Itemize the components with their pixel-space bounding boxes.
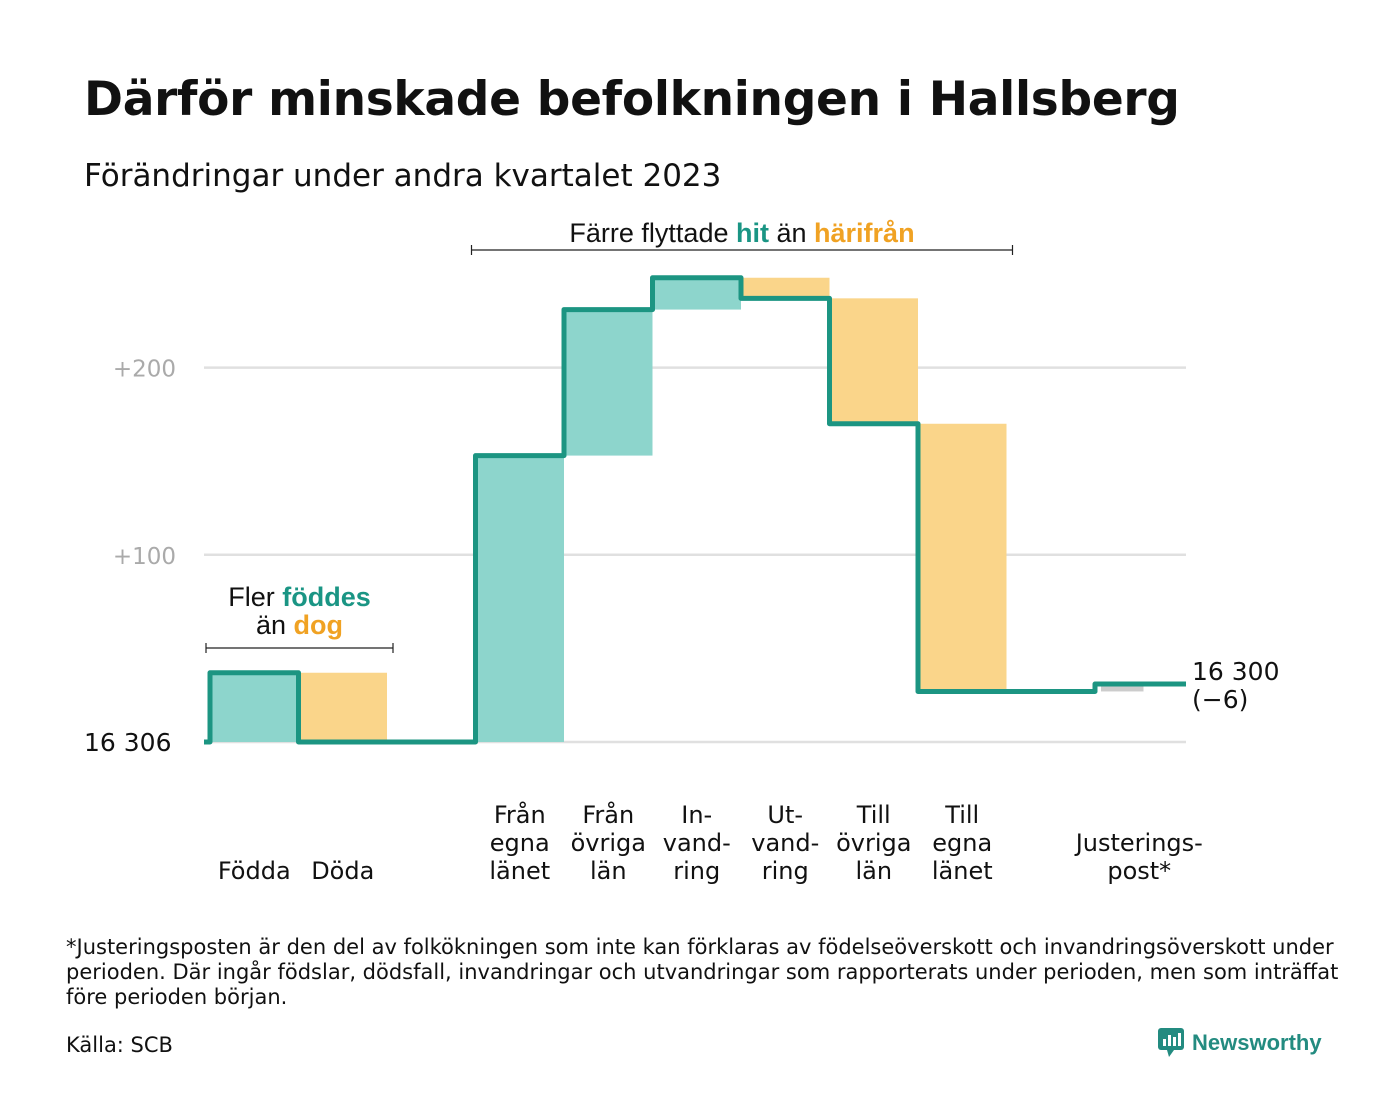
bar-gain — [475, 455, 564, 742]
category-label: egna — [490, 829, 550, 857]
brand-logo: Newsworthy — [1158, 1028, 1322, 1058]
end-change-label: (−6) — [1192, 685, 1248, 714]
category-label: vand- — [751, 829, 819, 857]
y-tick-label: +200 — [113, 357, 176, 383]
chart-title: Därför minskade befolkningen i Hallsberg — [84, 72, 1180, 127]
newsworthy-logo-icon — [1158, 1028, 1184, 1057]
source-label: Källa: SCB — [66, 1033, 173, 1057]
y-tick-label: +100 — [113, 544, 176, 570]
annotation-part: än — [256, 610, 294, 640]
start-value-label: 16 306 — [84, 728, 171, 757]
bar-adjust — [1101, 683, 1144, 692]
annotation-text: Fler föddes — [228, 582, 371, 612]
annotation-part: dog — [294, 610, 343, 640]
bar-gain — [652, 277, 741, 310]
annotation-part: härifrån — [814, 218, 915, 248]
chart-subtitle: Förändringar under andra kvartalet 2023 — [84, 158, 722, 194]
category-label: Till — [944, 801, 979, 829]
category-label: länet — [489, 857, 550, 885]
category-label: Ut- — [767, 801, 803, 829]
category-label: ring — [673, 857, 720, 885]
category-label: Födda — [218, 857, 291, 885]
category-label: län — [590, 857, 627, 885]
annotation-part: föddes — [282, 582, 371, 612]
annotation-part: hit — [736, 218, 769, 248]
bar-loss — [918, 423, 1007, 692]
annotation-part: Färre flyttade — [569, 218, 736, 248]
category-label: övriga — [836, 829, 911, 857]
bar-gain — [564, 309, 653, 456]
category-label: In- — [681, 801, 712, 829]
category-label: vand- — [663, 829, 731, 857]
footnote: *Justeringsposten är den del av folkökni… — [66, 935, 1339, 1009]
category-label: egna — [932, 829, 992, 857]
category-label: post* — [1107, 857, 1171, 885]
brand-name: Newsworthy — [1192, 1030, 1322, 1055]
category-label: Döda — [311, 857, 374, 885]
cumulative-line — [204, 275, 1186, 745]
category-label: län — [855, 857, 892, 885]
category-label: Från — [582, 800, 634, 829]
bar-loss — [741, 277, 830, 299]
bar-gain — [210, 672, 299, 742]
category-label: övriga — [571, 829, 646, 857]
bar-loss — [829, 298, 918, 424]
category-label: Justerings- — [1074, 829, 1203, 857]
category-label: Från — [494, 800, 546, 829]
end-value-label: 16 300 — [1192, 657, 1279, 686]
bar-loss — [298, 672, 387, 742]
category-label: länet — [932, 857, 993, 885]
annotation-part: Fler — [228, 582, 282, 612]
annotation-part: än — [769, 218, 814, 248]
category-label: Till — [856, 801, 891, 829]
annotation-text: Färre flyttade hit än härifrån — [569, 218, 914, 248]
annotation-text: än dog — [256, 610, 343, 640]
category-label: ring — [762, 857, 809, 885]
